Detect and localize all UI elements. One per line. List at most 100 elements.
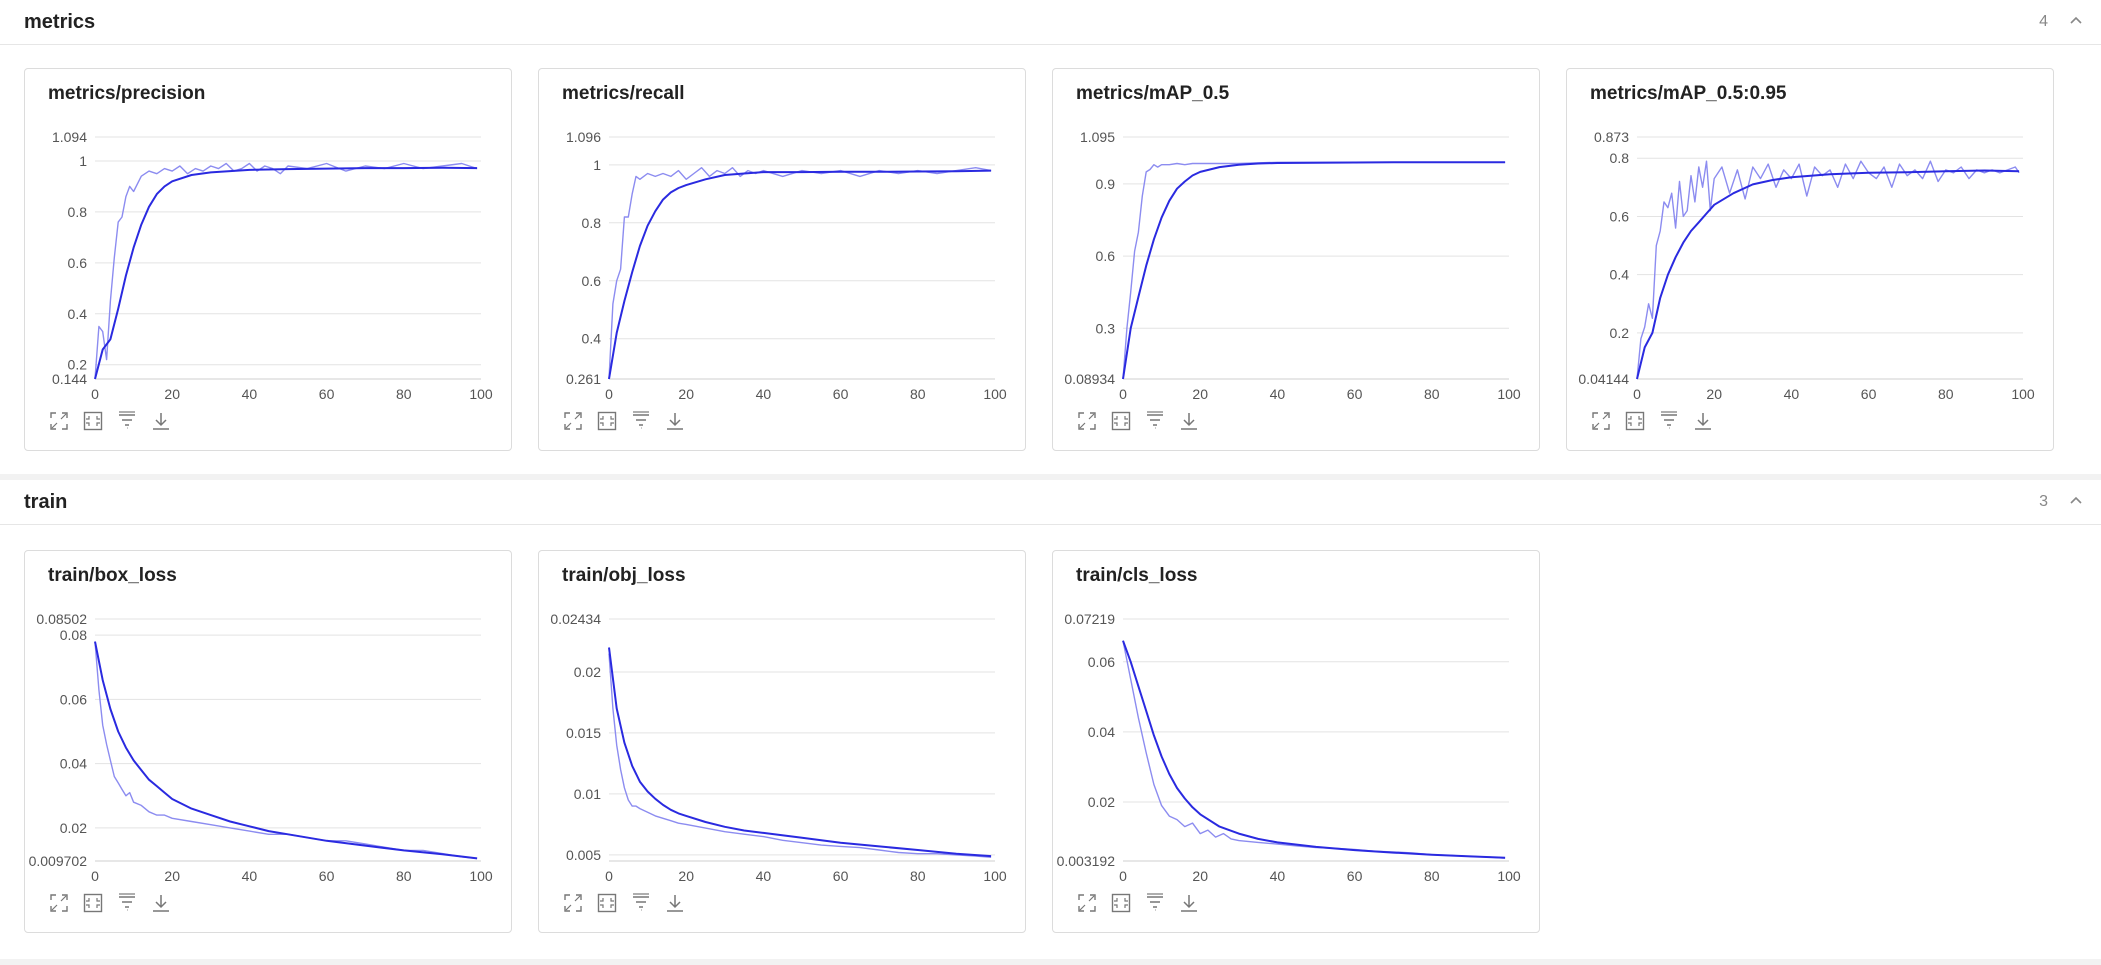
download-icon[interactable] [1691,409,1715,433]
fit-icon[interactable] [81,409,105,433]
filter-icon[interactable] [115,891,139,915]
chart-title: train/cls_loss [1076,565,1198,586]
y-tick-label: 0.6 [582,273,602,289]
download-icon[interactable] [1177,891,1201,915]
smoothed-series-line [608,169,992,380]
y-tick-label: 0.02 [60,820,87,836]
y-tick-label: 0.01 [574,786,601,802]
x-tick-label: 0 [605,386,613,402]
fullscreen-icon[interactable] [1589,409,1613,433]
raw-series-line [1636,160,2020,380]
fullscreen-icon[interactable] [561,891,585,915]
fullscreen-icon[interactable] [1075,409,1099,433]
y-tick-label: 0.07219 [1064,611,1115,627]
x-tick-label: 60 [1347,386,1363,402]
chart-title: train/box_loss [48,565,177,586]
y-tick-label: 0.08934 [1064,371,1115,387]
y-tick-label: 1 [593,157,601,173]
x-tick-label: 0 [605,868,613,884]
y-tick-label: 1 [79,153,87,169]
fit-icon[interactable] [595,891,619,915]
smoothed-series-line [1636,169,2020,380]
section-header[interactable]: train 3 [0,480,2101,525]
fit-icon[interactable] [1623,409,1647,433]
chart-card: train/cls_loss 0.07219 0.06 0.04 0.02 0.00319… [1052,550,1540,933]
y-tick-label: 0.08 [60,627,87,643]
x-tick-label: 20 [1706,386,1722,402]
x-tick-label: 100 [469,386,493,402]
filter-icon[interactable] [629,891,653,915]
y-tick-label: 0.144 [52,371,87,387]
download-icon[interactable] [149,891,173,915]
y-tick-label: 0.02434 [550,611,601,627]
y-tick-label: 1.094 [52,129,87,145]
filter-icon[interactable] [1657,409,1681,433]
x-tick-label: 0 [1633,386,1641,402]
y-tick-label: 1.095 [1080,129,1115,145]
x-tick-label: 40 [1784,386,1800,402]
chart-card: train/box_loss 0.08502 0.08 0.06 0.04 0.02 0.0… [24,550,512,933]
chevron-up-icon[interactable] [2065,490,2087,512]
download-icon[interactable] [663,891,687,915]
raw-series-line [94,641,478,860]
smoothed-series-line [94,166,478,380]
chart-title: metrics/mAP_0.5 [1076,83,1230,104]
x-tick-label: 40 [756,868,772,884]
y-tick-label: 0.2 [1610,325,1630,341]
download-icon[interactable] [1177,409,1201,433]
x-tick-label: 0 [91,386,99,402]
x-tick-label: 80 [1424,868,1440,884]
chevron-up-icon[interactable] [2065,10,2087,32]
filter-icon[interactable] [1143,891,1167,915]
y-tick-label: 0.04144 [1578,371,1629,387]
filter-icon[interactable] [1143,409,1167,433]
fit-icon[interactable] [595,409,619,433]
x-tick-label: 60 [319,386,335,402]
y-tick-label: 0.8 [582,215,602,231]
section-header[interactable]: metrics 4 [0,0,2101,45]
download-icon[interactable] [663,409,687,433]
x-tick-label: 0 [1119,868,1127,884]
y-tick-label: 0.015 [566,725,601,741]
smoothed-series-line [608,647,992,858]
y-tick-label: 0.9 [1096,176,1116,192]
x-tick-label: 20 [1192,386,1208,402]
fullscreen-icon[interactable] [47,891,71,915]
chart-title: train/obj_loss [562,565,686,586]
y-tick-label: 0.04 [60,756,87,772]
x-tick-label: 60 [833,868,849,884]
filter-icon[interactable] [629,409,653,433]
x-tick-label: 60 [833,386,849,402]
chart-card: metrics/precision 1.094 1 0.8 0.6 0.4 0.2 0.144… [24,68,512,451]
section-divider [0,959,2101,965]
x-tick-label: 80 [910,868,926,884]
x-tick-label: 80 [1938,386,1954,402]
chart-title: metrics/precision [48,83,206,104]
x-tick-label: 100 [983,868,1007,884]
y-tick-label: 0.02 [1088,794,1115,810]
y-tick-label: 0.06 [60,691,87,707]
fullscreen-icon[interactable] [561,409,585,433]
fit-icon[interactable] [81,891,105,915]
fullscreen-icon[interactable] [47,409,71,433]
fit-icon[interactable] [1109,409,1133,433]
y-tick-label: 0.6 [1096,248,1116,264]
x-tick-label: 80 [910,386,926,402]
y-tick-label: 0.06 [1088,654,1115,670]
x-tick-label: 80 [1424,386,1440,402]
chart-card: metrics/recall 1.096 1 0.8 0.6 0.4 0.261 0 20 40 6… [538,68,1026,451]
fit-icon[interactable] [1109,891,1133,915]
filter-icon[interactable] [115,409,139,433]
fullscreen-icon[interactable] [1075,891,1099,915]
chart-title: metrics/mAP_0.5:0.95 [1590,83,1787,104]
chart-card: metrics/mAP_0.5:0.95 0.873 0.8 0.6 0.4 0.2 0.0… [1566,68,2054,451]
download-icon[interactable] [149,409,173,433]
section-count: 3 [2039,493,2048,510]
x-tick-label: 40 [242,868,258,884]
x-tick-label: 60 [1861,386,1877,402]
